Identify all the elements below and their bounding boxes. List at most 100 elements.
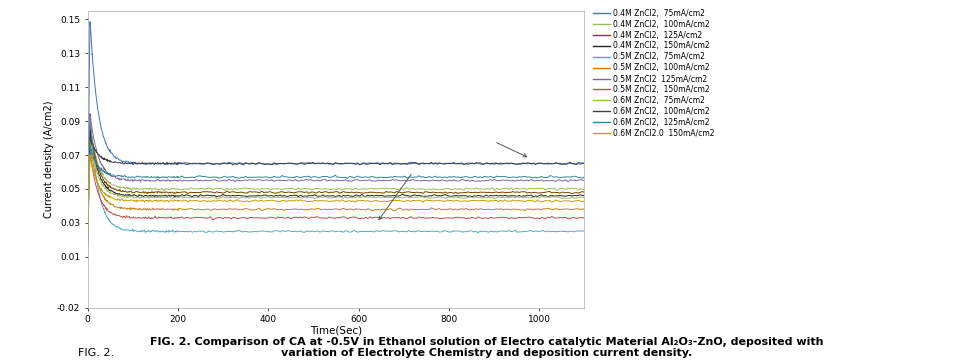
0.6M ZnCl2.0  150mA/cm2 (94, 187, 106, 191)
0.6M ZnCl2,  125mA/cm2 (145, 174, 157, 179)
0.6M ZnCl2,  100mA/cm2 (94, 155, 106, 159)
Line: 0.4M ZnCl2,  150mA/cm2: 0.4M ZnCl2, 150mA/cm2 (88, 130, 584, 235)
0.6M ZnCl2.0  150mA/cm2 (145, 199, 157, 203)
0.6M ZnCl2,  100mA/cm2 (462, 162, 473, 167)
0.6M ZnCl2,  125mA/cm2 (465, 176, 476, 180)
0.4M ZnCl2,  100mA/cm2 (579, 188, 590, 192)
0.5M ZnCl2  125mA/cm2 (462, 178, 473, 182)
0.5M ZnCl2,  150mA/cm2 (94, 198, 106, 202)
0.4M ZnCl2,  75mA/cm2 (462, 161, 473, 165)
0.5M ZnCl2,  100mA/cm2 (465, 208, 476, 212)
0.4M ZnCl2,  75mA/cm2 (94, 122, 106, 126)
0.6M ZnCl2,  75mA/cm2 (145, 194, 157, 198)
0.5M ZnCl2  125mA/cm2 (84, 111, 95, 116)
0.6M ZnCl2,  125mA/cm2 (462, 175, 473, 179)
0.5M ZnCl2,  100mA/cm2 (94, 189, 106, 193)
Line: 0.4M ZnCl2,  100mA/cm2: 0.4M ZnCl2, 100mA/cm2 (88, 121, 584, 230)
0.5M ZnCl2,  75mA/cm2 (465, 228, 476, 233)
0.5M ZnCl2,  75mA/cm2 (139, 230, 151, 235)
0.4M ZnCl2,  125A/cm2 (84, 123, 95, 127)
0.5M ZnCl2,  150mA/cm2 (82, 224, 94, 229)
0.4M ZnCl2,  75mA/cm2 (139, 163, 151, 167)
0.6M ZnCl2,  100mA/cm2 (82, 200, 94, 204)
0.6M ZnCl2,  125mA/cm2 (84, 144, 95, 148)
0.6M ZnCl2,  100mA/cm2 (82, 217, 94, 222)
0.5M ZnCl2,  150mA/cm2 (579, 215, 590, 219)
0.6M ZnCl2,  125mA/cm2 (82, 223, 94, 227)
0.6M ZnCl2,  75mA/cm2 (84, 136, 95, 141)
Line: 0.6M ZnCl2,  75mA/cm2: 0.6M ZnCl2, 75mA/cm2 (88, 139, 584, 236)
0.4M ZnCl2,  100mA/cm2 (84, 119, 95, 123)
0.6M ZnCl2,  75mA/cm2 (579, 195, 590, 199)
0.6M ZnCl2,  100mA/cm2 (85, 135, 96, 140)
0.5M ZnCl2,  100mA/cm2 (139, 207, 151, 211)
0.5M ZnCl2  125mA/cm2 (465, 179, 476, 183)
0.4M ZnCl2,  125A/cm2 (465, 190, 476, 195)
0.5M ZnCl2,  75mA/cm2 (462, 230, 473, 234)
0.6M ZnCl2.0  150mA/cm2 (579, 199, 590, 203)
Y-axis label: Current density (A/cm2): Current density (A/cm2) (44, 101, 54, 218)
0.4M ZnCl2,  125A/cm2 (145, 190, 157, 195)
0.4M ZnCl2,  100mA/cm2 (465, 187, 476, 191)
0.6M ZnCl2,  125mA/cm2 (139, 176, 151, 180)
0.4M ZnCl2,  150mA/cm2 (82, 212, 94, 216)
0.6M ZnCl2,  75mA/cm2 (139, 195, 151, 199)
0.4M ZnCl2,  150mA/cm2 (579, 193, 590, 198)
0.4M ZnCl2,  125A/cm2 (462, 190, 473, 194)
Line: 0.5M ZnCl2,  100mA/cm2: 0.5M ZnCl2, 100mA/cm2 (88, 143, 584, 242)
0.5M ZnCl2,  150mA/cm2 (465, 216, 476, 220)
Line: 0.6M ZnCl2,  125mA/cm2: 0.6M ZnCl2, 125mA/cm2 (88, 146, 584, 225)
0.4M ZnCl2,  125A/cm2 (94, 172, 106, 177)
Line: 0.5M ZnCl2,  150mA/cm2: 0.5M ZnCl2, 150mA/cm2 (88, 151, 584, 247)
0.5M ZnCl2  125mA/cm2 (82, 202, 94, 207)
Line: 0.5M ZnCl2,  75mA/cm2: 0.5M ZnCl2, 75mA/cm2 (88, 114, 584, 253)
0.6M ZnCl2,  75mA/cm2 (82, 213, 94, 218)
0.6M ZnCl2,  75mA/cm2 (82, 233, 94, 238)
0.6M ZnCl2,  100mA/cm2 (579, 161, 590, 165)
0.4M ZnCl2,  100mA/cm2 (82, 208, 94, 212)
X-axis label: Time(Sec): Time(Sec) (310, 326, 362, 336)
0.5M ZnCl2,  150mA/cm2 (145, 215, 157, 220)
Line: 0.5M ZnCl2  125mA/cm2: 0.5M ZnCl2 125mA/cm2 (88, 114, 584, 227)
Line: 0.6M ZnCl2.0  150mA/cm2: 0.6M ZnCl2.0 150mA/cm2 (88, 155, 584, 237)
0.5M ZnCl2,  75mA/cm2 (82, 223, 94, 227)
0.6M ZnCl2,  125mA/cm2 (579, 174, 590, 179)
Text: FIG. 2.: FIG. 2. (78, 348, 118, 358)
0.4M ZnCl2,  100mA/cm2 (462, 186, 473, 191)
0.4M ZnCl2,  100mA/cm2 (145, 187, 157, 191)
0.4M ZnCl2,  75mA/cm2 (465, 161, 476, 165)
0.5M ZnCl2,  75mA/cm2 (579, 229, 590, 233)
0.4M ZnCl2,  75mA/cm2 (579, 161, 590, 166)
0.4M ZnCl2,  150mA/cm2 (462, 194, 473, 198)
0.5M ZnCl2,  100mA/cm2 (82, 219, 94, 224)
0.5M ZnCl2,  75mA/cm2 (145, 230, 157, 234)
Line: 0.4M ZnCl2,  75mA/cm2: 0.4M ZnCl2, 75mA/cm2 (88, 22, 584, 218)
0.4M ZnCl2,  100mA/cm2 (139, 186, 151, 190)
0.4M ZnCl2,  75mA/cm2 (82, 216, 94, 220)
0.5M ZnCl2,  150mA/cm2 (139, 215, 151, 219)
0.4M ZnCl2,  150mA/cm2 (145, 194, 157, 198)
0.6M ZnCl2.0  150mA/cm2 (139, 198, 151, 203)
0.6M ZnCl2,  75mA/cm2 (94, 179, 106, 184)
0.5M ZnCl2  125mA/cm2 (139, 179, 151, 183)
0.5M ZnCl2  125mA/cm2 (579, 178, 590, 183)
0.5M ZnCl2  125mA/cm2 (82, 225, 94, 230)
0.4M ZnCl2,  150mA/cm2 (465, 194, 476, 198)
0.6M ZnCl2,  125mA/cm2 (94, 167, 106, 171)
Legend: 0.4M ZnCl2,  75mA/cm2, 0.4M ZnCl2,  100mA/cm2, 0.4M ZnCl2,  125A/cm2, 0.4M ZnCl2: 0.4M ZnCl2, 75mA/cm2, 0.4M ZnCl2, 100mA/… (593, 9, 715, 138)
0.5M ZnCl2,  100mA/cm2 (579, 208, 590, 212)
0.6M ZnCl2,  100mA/cm2 (465, 161, 476, 166)
0.4M ZnCl2,  125A/cm2 (82, 231, 94, 235)
0.4M ZnCl2,  150mA/cm2 (82, 233, 94, 237)
0.4M ZnCl2,  125A/cm2 (82, 209, 94, 213)
Line: 0.4M ZnCl2,  125A/cm2: 0.4M ZnCl2, 125A/cm2 (88, 125, 584, 233)
0.6M ZnCl2,  100mA/cm2 (139, 161, 151, 166)
0.5M ZnCl2,  75mA/cm2 (82, 251, 94, 255)
Line: 0.6M ZnCl2,  100mA/cm2: 0.6M ZnCl2, 100mA/cm2 (88, 138, 584, 219)
0.5M ZnCl2,  150mA/cm2 (82, 245, 94, 249)
0.5M ZnCl2,  100mA/cm2 (84, 140, 95, 145)
0.5M ZnCl2,  100mA/cm2 (462, 207, 473, 212)
0.5M ZnCl2,  75mA/cm2 (94, 197, 106, 201)
0.4M ZnCl2,  75mA/cm2 (84, 20, 95, 24)
0.6M ZnCl2.0  150mA/cm2 (82, 218, 94, 222)
